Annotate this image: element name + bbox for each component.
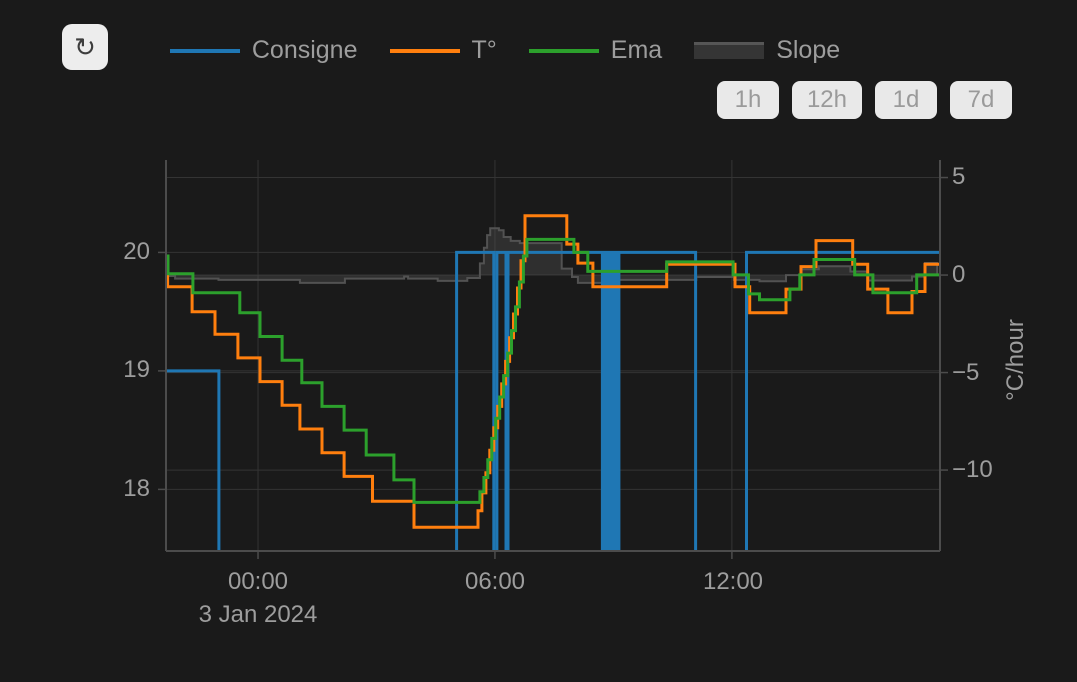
range-button-12h[interactable]: 12h — [791, 81, 862, 119]
legend-item-ema[interactable]: Ema — [528, 36, 663, 65]
chart-legend: Consigne T° Ema Slope — [140, 36, 870, 65]
legend-label: Ema — [610, 36, 663, 64]
legend-label: T° — [471, 36, 497, 64]
range-button-group: 1h 12h 1d 7d — [716, 81, 1012, 119]
x-axis-tick-0000: 00:00 — [227, 568, 289, 595]
consigne-line-swatch — [169, 48, 240, 53]
range-button-1d[interactable]: 1d — [875, 81, 937, 119]
x-axis-date-label: 3 Jan 2024 — [198, 601, 318, 628]
x-axis-tick-0600: 06:00 — [464, 568, 526, 595]
y-axis-tick-18: 18 — [123, 475, 150, 502]
refresh-button[interactable]: ↻ — [62, 24, 108, 70]
y2-axis-tick-5: 5 — [952, 163, 966, 190]
range-button-1h[interactable]: 1h — [716, 81, 779, 119]
y-axis-tick-20: 20 — [123, 238, 150, 265]
y2-axis-title: °C/hour — [1002, 319, 1029, 401]
y-axis-tick-19: 19 — [123, 356, 150, 383]
range-button-7d[interactable]: 7d — [950, 81, 1012, 119]
temperature-line-swatch — [389, 48, 460, 53]
ema-line-swatch — [528, 48, 599, 53]
x-axis-tick-1200: 12:00 — [702, 568, 764, 595]
y2-axis-tick-m5: −5 — [952, 359, 980, 386]
slope-area-swatch — [694, 42, 765, 59]
legend-item-slope[interactable]: Slope — [694, 36, 840, 65]
refresh-icon: ↻ — [74, 32, 96, 62]
legend-item-temperature[interactable]: T° — [389, 36, 497, 65]
y2-axis-tick-m10: −10 — [952, 456, 993, 483]
y2-axis-tick-0: 0 — [952, 261, 966, 288]
legend-label: Consigne — [251, 36, 358, 64]
legend-item-consigne[interactable]: Consigne — [169, 36, 358, 65]
legend-label: Slope — [776, 36, 841, 64]
